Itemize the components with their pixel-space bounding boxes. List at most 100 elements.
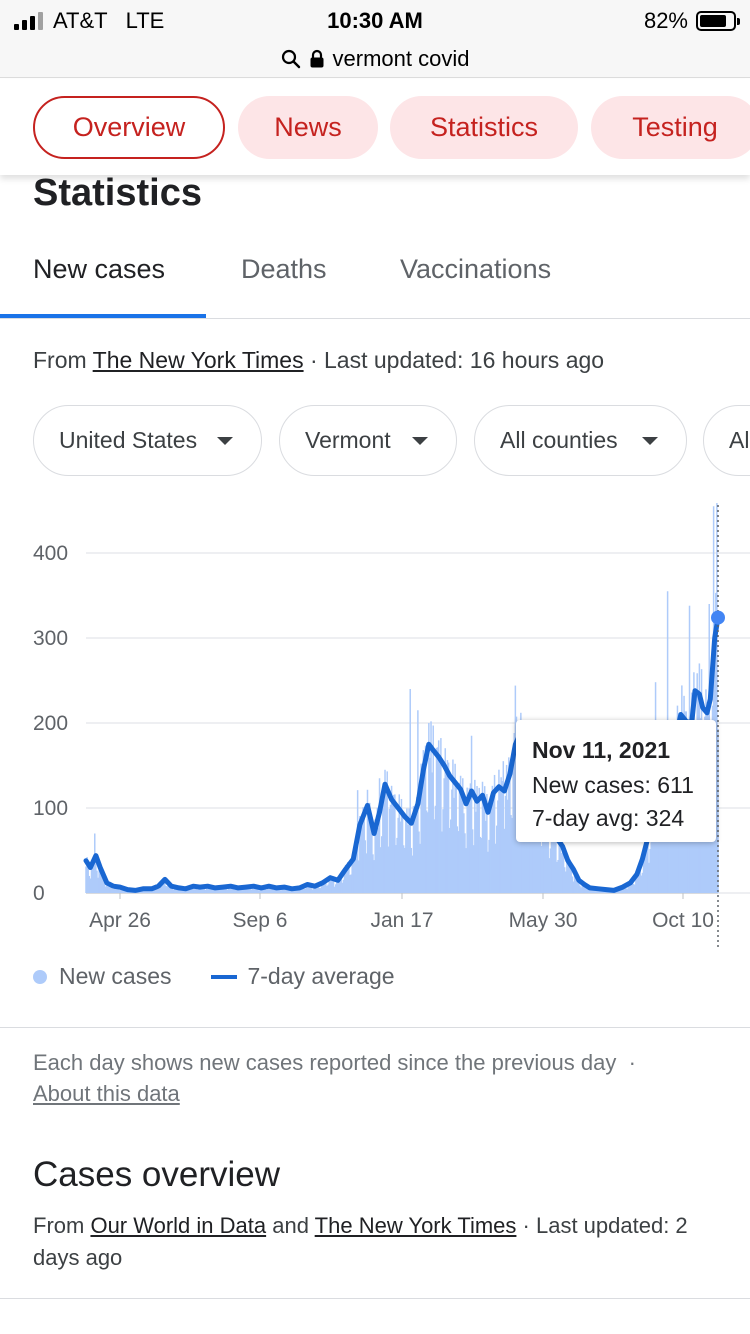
daily-bar (108, 882, 110, 893)
daily-bar (651, 803, 654, 893)
daily-bar (626, 889, 628, 893)
status-left: AT&T LTE (14, 8, 164, 34)
daily-bar (325, 878, 327, 893)
daily-bar (241, 889, 244, 893)
daily-bar (635, 872, 637, 893)
daily-bar (100, 867, 103, 893)
y-tick-label: 300 (33, 627, 68, 650)
daily-bar (485, 820, 487, 893)
daily-bar (252, 885, 255, 893)
chart-tooltip: Nov 11, 2021 New cases: 611 7-day avg: 3… (516, 720, 716, 842)
search-icon (281, 49, 300, 68)
daily-bar (579, 885, 581, 893)
chip-statistics[interactable]: Statistics (390, 96, 578, 159)
x-tick-label: Apr 26 (89, 909, 151, 932)
filter-country[interactable]: United States (33, 405, 262, 476)
daily-bar (168, 884, 170, 893)
daily-bar (436, 747, 439, 893)
daily-bar (575, 873, 578, 893)
url-bar[interactable]: vermont covid (0, 40, 750, 78)
daily-bar (411, 855, 414, 893)
daily-bar (594, 890, 597, 893)
daily-bar (422, 750, 425, 893)
daily-bar (288, 889, 291, 893)
daily-bar (257, 889, 259, 893)
daily-bar (396, 837, 398, 893)
daily-bar (470, 735, 473, 893)
daily-bar (362, 807, 364, 893)
daily-bar (513, 732, 516, 893)
daily-bar (316, 885, 318, 893)
daily-bar (120, 889, 122, 893)
filter-country-label: United States (59, 427, 198, 453)
daily-bar (357, 860, 360, 893)
daily-bar (219, 889, 222, 893)
tab-new-cases[interactable]: New cases (33, 254, 166, 284)
daily-bar (672, 811, 674, 893)
filter-state[interactable]: Vermont (279, 405, 457, 476)
daily-bar (227, 888, 230, 893)
daily-bar (275, 887, 278, 893)
daily-bar (554, 826, 556, 893)
daily-bar (631, 879, 634, 893)
daily-bar (498, 769, 500, 893)
daily-bar (490, 793, 493, 893)
daily-bar (456, 826, 459, 893)
daily-bar (578, 879, 580, 893)
daily-bar (552, 833, 555, 893)
daily-bar (371, 817, 373, 893)
daily-bar (499, 788, 501, 893)
daily-bar (336, 880, 338, 893)
source-link-nyt[interactable]: The New York Times (92, 347, 304, 373)
daily-bar (142, 890, 144, 893)
daily-bar (481, 781, 484, 893)
tooltip-avg: 7-day avg: 324 (532, 805, 685, 831)
daily-bar (569, 859, 571, 893)
status-time: 10:30 AM (327, 8, 423, 33)
daily-bar (338, 878, 340, 893)
daily-bar (394, 794, 396, 893)
daily-bar (402, 845, 405, 893)
daily-bar (204, 889, 207, 893)
battery-percent: 82% (643, 8, 688, 33)
daily-bar (557, 859, 559, 893)
source-link-owid[interactable]: Our World in Data (90, 1213, 267, 1238)
daily-bar (267, 885, 269, 893)
daily-bar (366, 789, 369, 893)
chip-testing[interactable]: Testing (591, 96, 750, 159)
dropdown-caret-icon (217, 437, 233, 445)
daily-bar (180, 890, 183, 893)
filter-more[interactable]: Al (703, 405, 750, 476)
daily-bar (512, 747, 514, 893)
source-link-nyt-2[interactable]: The New York Times (314, 1213, 517, 1238)
daily-bar (334, 884, 337, 893)
daily-bar (625, 887, 627, 893)
daily-bar (295, 890, 298, 893)
daily-bar (468, 787, 471, 893)
daily-bar (235, 889, 237, 893)
filter-state-label: Vermont (305, 427, 391, 453)
daily-bar (506, 799, 509, 893)
daily-bar (491, 785, 494, 893)
tab-vaccinations[interactable]: Vaccinations (400, 254, 552, 284)
chip-news[interactable]: News (238, 96, 378, 159)
tab-deaths[interactable]: Deaths (241, 254, 327, 284)
daily-bar (258, 890, 260, 893)
source-prefix: From (33, 347, 87, 373)
daily-bar (160, 884, 163, 893)
daily-bar (344, 864, 347, 893)
chip-overview[interactable]: Overview (33, 96, 225, 159)
daily-bar (86, 857, 88, 893)
daily-bar (352, 853, 355, 893)
daily-bar (469, 783, 472, 893)
filter-county[interactable]: All counties (474, 405, 687, 476)
daily-bar (459, 775, 462, 893)
daily-bar (413, 810, 416, 893)
daily-bar (265, 889, 268, 893)
network-type: LTE (125, 8, 165, 33)
daily-bar (111, 888, 114, 893)
battery-icon (696, 11, 740, 31)
daily-bar (480, 837, 483, 893)
about-data-link[interactable]: About this data (33, 1081, 180, 1106)
daily-bar (103, 883, 106, 893)
